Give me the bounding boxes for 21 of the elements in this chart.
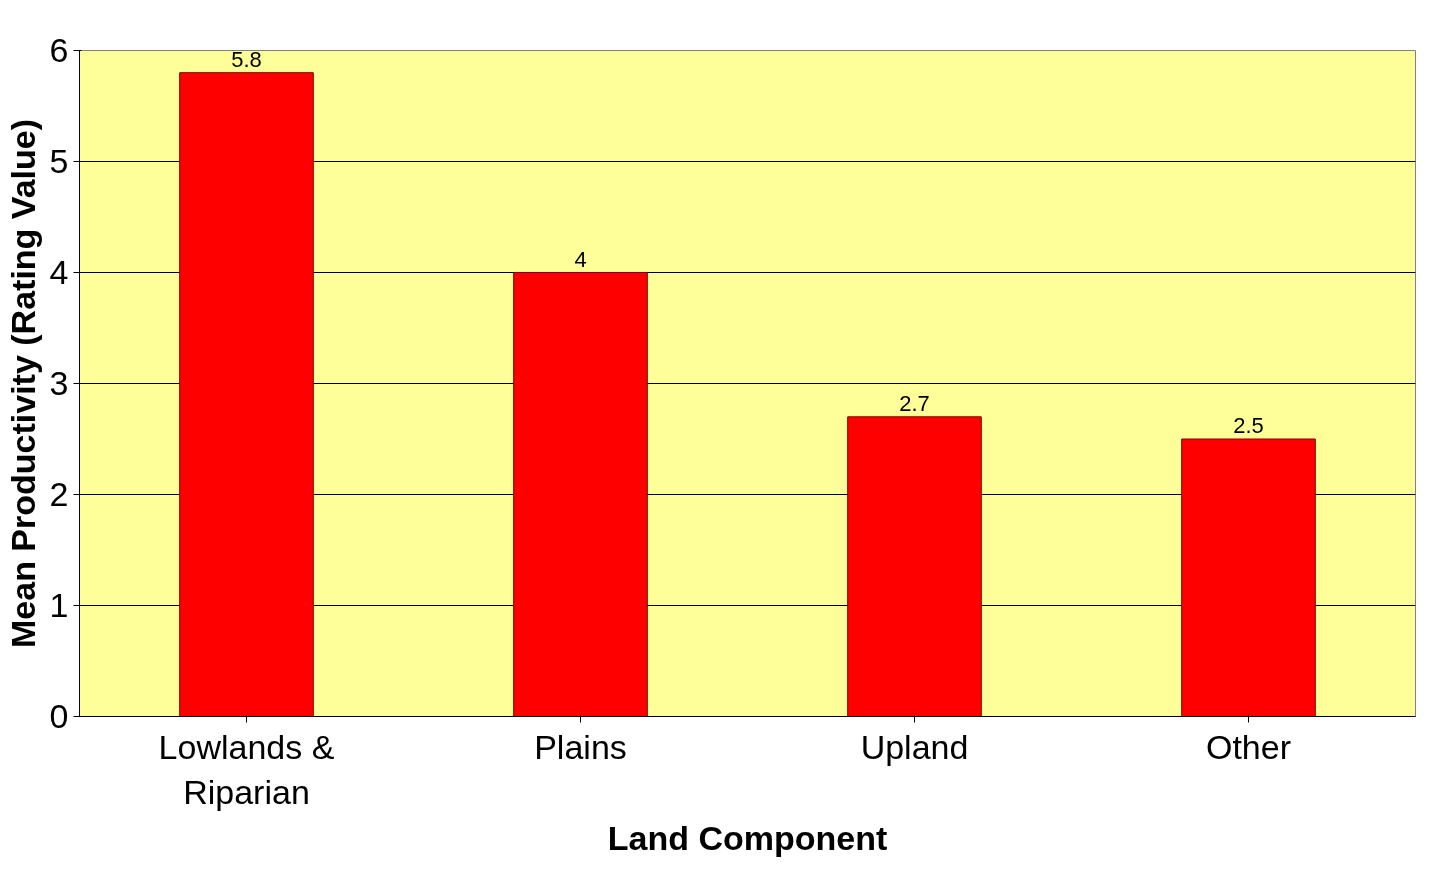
data-label: 2.5: [1233, 413, 1264, 438]
x-tick-label: Other: [1205, 727, 1292, 766]
y-tick-label: 4: [49, 253, 69, 291]
data-label: 4: [574, 246, 587, 272]
data-label: 5.8: [231, 46, 262, 72]
y-tick-label: 2: [49, 475, 69, 513]
y-tick-label: 5: [49, 142, 69, 180]
y-axis-title: Mean Productivity (Rating Value): [3, 119, 42, 648]
bar: [513, 272, 648, 717]
bar: [847, 416, 982, 717]
bar: [1181, 438, 1316, 717]
y-tick-label: 1: [49, 586, 69, 624]
x-tick-label: Upland: [860, 727, 969, 766]
data-label: 2.7: [899, 390, 930, 416]
y-tick-label: 3: [49, 364, 69, 402]
x-tick-label: Lowlands & Riparian: [158, 727, 335, 812]
y-tick-label: 0: [49, 697, 69, 735]
x-axis-title: Land Component: [607, 819, 888, 858]
y-tick-label: 6: [49, 31, 69, 69]
x-tick-label: Plains: [534, 727, 627, 766]
bar: [179, 72, 314, 717]
